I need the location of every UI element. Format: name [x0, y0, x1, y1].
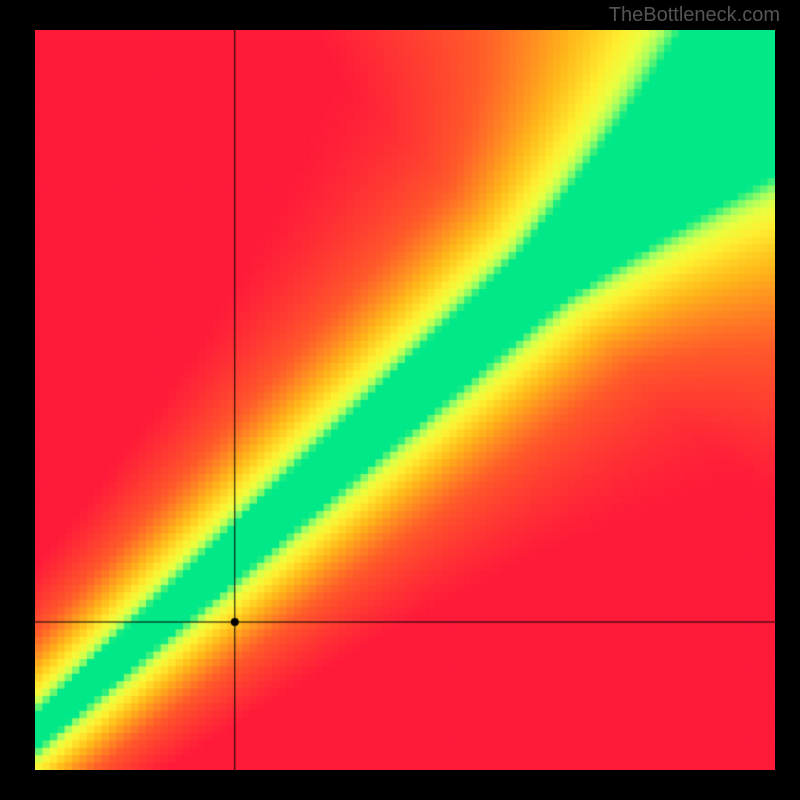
watermark-label: TheBottleneck.com: [609, 4, 780, 27]
heatmap-canvas: [35, 30, 775, 770]
chart-container: TheBottleneck.com: [0, 0, 800, 800]
heatmap-plot: [35, 30, 775, 770]
